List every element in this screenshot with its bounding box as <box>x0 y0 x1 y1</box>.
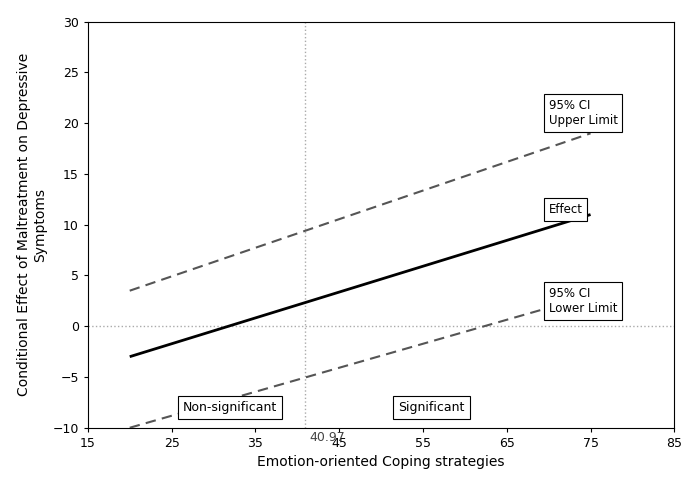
Y-axis label: Conditional Effect of Maltreatment on Depressive
Symptoms: Conditional Effect of Maltreatment on De… <box>17 53 47 397</box>
X-axis label: Emotion-oriented Coping strategies: Emotion-oriented Coping strategies <box>257 455 505 469</box>
Text: 95% CI
Lower Limit: 95% CI Lower Limit <box>549 287 617 315</box>
Text: Effect: Effect <box>549 203 583 216</box>
Text: Non-significant: Non-significant <box>183 401 278 414</box>
Text: 40.97: 40.97 <box>310 431 345 444</box>
Text: Significant: Significant <box>398 401 465 414</box>
Text: 95% CI
Upper Limit: 95% CI Upper Limit <box>549 99 618 127</box>
